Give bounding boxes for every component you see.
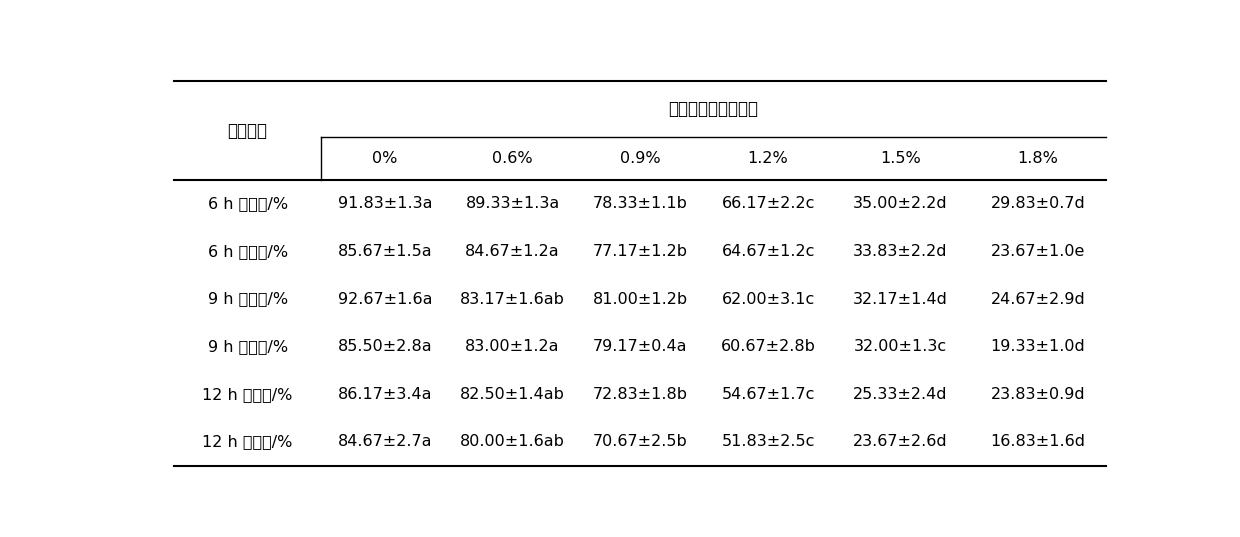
Text: 64.67±1.2c: 64.67±1.2c (722, 244, 815, 259)
Text: 0.6%: 0.6% (492, 151, 533, 166)
Text: 60.67±2.8b: 60.67±2.8b (720, 339, 816, 354)
Text: 78.33±1.1b: 78.33±1.1b (593, 197, 688, 212)
Text: 81.00±1.2b: 81.00±1.2b (593, 292, 688, 307)
Text: 70.67±2.5b: 70.67±2.5b (593, 434, 688, 449)
Text: 9 h 成苗率/%: 9 h 成苗率/% (207, 339, 288, 354)
Text: 19.33±1.0d: 19.33±1.0d (991, 339, 1085, 354)
Text: 23.83±0.9d: 23.83±0.9d (991, 387, 1085, 402)
Text: 9 h 发芽率/%: 9 h 发芽率/% (207, 292, 288, 307)
Text: 0.9%: 0.9% (620, 151, 661, 166)
Text: 83.17±1.6ab: 83.17±1.6ab (460, 292, 565, 307)
Text: 51.83±2.5c: 51.83±2.5c (722, 434, 815, 449)
Text: 12 h 发芽率/%: 12 h 发芽率/% (202, 387, 293, 402)
Text: 处理浓度（体积比）: 处理浓度（体积比） (668, 100, 759, 118)
Text: 86.17±3.4a: 86.17±3.4a (337, 387, 432, 402)
Text: 92.67±1.6a: 92.67±1.6a (337, 292, 432, 307)
Text: 1.8%: 1.8% (1017, 151, 1058, 166)
Text: 25.33±2.4d: 25.33±2.4d (853, 387, 947, 402)
Text: 24.67±2.9d: 24.67±2.9d (991, 292, 1085, 307)
Text: 1.5%: 1.5% (880, 151, 921, 166)
Text: 6 h 成苗率/%: 6 h 成苗率/% (207, 244, 288, 259)
Text: 84.67±2.7a: 84.67±2.7a (337, 434, 432, 449)
Text: 89.33±1.3a: 89.33±1.3a (465, 197, 559, 212)
Text: 54.67±1.7c: 54.67±1.7c (722, 387, 815, 402)
Text: 32.17±1.4d: 32.17±1.4d (853, 292, 949, 307)
Text: 79.17±0.4a: 79.17±0.4a (593, 339, 687, 354)
Text: 91.83±1.3a: 91.83±1.3a (337, 197, 432, 212)
Text: 80.00±1.6ab: 80.00±1.6ab (460, 434, 565, 449)
Text: 82.50±1.4ab: 82.50±1.4ab (460, 387, 565, 402)
Text: 23.67±1.0e: 23.67±1.0e (991, 244, 1085, 259)
Text: 16.83±1.6d: 16.83±1.6d (991, 434, 1085, 449)
Text: 6 h 发芽率/%: 6 h 发芽率/% (207, 197, 288, 212)
Text: 35.00±2.2d: 35.00±2.2d (853, 197, 947, 212)
Text: 12 h 成苗率/%: 12 h 成苗率/% (202, 434, 293, 449)
Text: 29.83±0.7d: 29.83±0.7d (991, 197, 1085, 212)
Text: 77.17±1.2b: 77.17±1.2b (593, 244, 688, 259)
Text: 23.67±2.6d: 23.67±2.6d (853, 434, 947, 449)
Text: 0%: 0% (372, 151, 398, 166)
Text: 85.67±1.5a: 85.67±1.5a (337, 244, 432, 259)
Text: 85.50±2.8a: 85.50±2.8a (337, 339, 432, 354)
Text: 66.17±2.2c: 66.17±2.2c (722, 197, 815, 212)
Text: 32.00±1.3c: 32.00±1.3c (854, 339, 947, 354)
Text: 处理时间: 处理时间 (228, 121, 268, 140)
Text: 83.00±1.2a: 83.00±1.2a (465, 339, 559, 354)
Text: 84.67±1.2a: 84.67±1.2a (465, 244, 559, 259)
Text: 33.83±2.2d: 33.83±2.2d (853, 244, 947, 259)
Text: 1.2%: 1.2% (748, 151, 789, 166)
Text: 72.83±1.8b: 72.83±1.8b (593, 387, 688, 402)
Text: 62.00±3.1c: 62.00±3.1c (722, 292, 815, 307)
